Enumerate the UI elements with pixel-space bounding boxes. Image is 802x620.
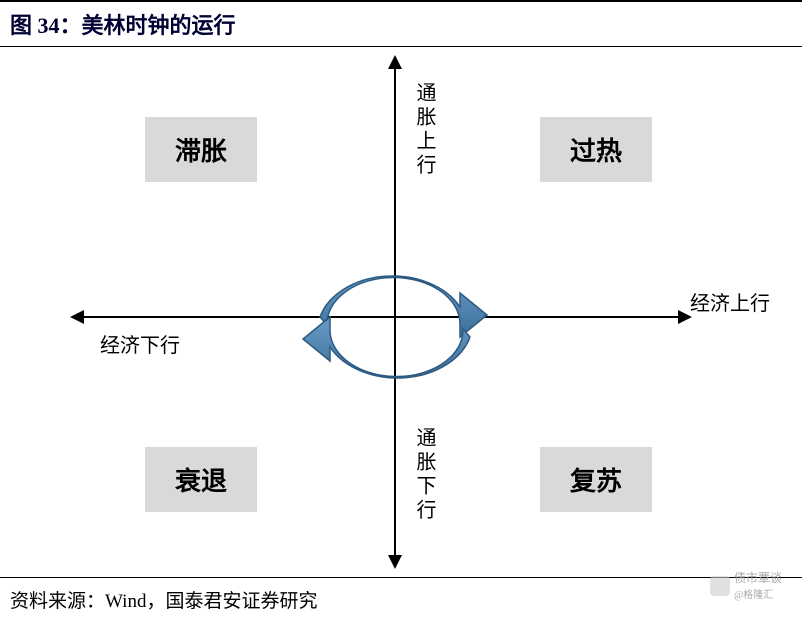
- diagram-area: 通胀上行 通胀下行 经济上行 经济下行 滞胀 过热 衰退 复苏: [0, 47, 802, 577]
- axis-label-left: 经济下行: [100, 329, 180, 358]
- source-line: 资料来源：Wind，国泰君安证券研究: [0, 577, 802, 613]
- watermark-sub: @格隆汇: [734, 590, 773, 601]
- axis-label-bottom: 通胀下行: [410, 427, 439, 523]
- watermark-icon: [710, 576, 730, 596]
- quadrant-top-left: 滞胀: [145, 117, 257, 182]
- figure-title: 图 34：美林时钟的运行: [0, 0, 802, 47]
- axis-arrow-left-icon: [70, 310, 84, 324]
- watermark-text: 债市覃谈: [734, 571, 782, 585]
- quadrant-bottom-right: 复苏: [540, 447, 652, 512]
- quadrant-top-right: 过热: [540, 117, 652, 182]
- watermark: 债市覃谈 @格隆汇: [710, 569, 782, 602]
- axis-label-right: 经济上行: [690, 287, 770, 316]
- axis-label-top: 通胀上行: [410, 82, 439, 178]
- axis-arrow-down-icon: [388, 555, 402, 569]
- axis-arrow-up-icon: [388, 55, 402, 69]
- quadrant-bottom-left: 衰退: [145, 447, 257, 512]
- cycle-arrows-icon: [265, 207, 525, 427]
